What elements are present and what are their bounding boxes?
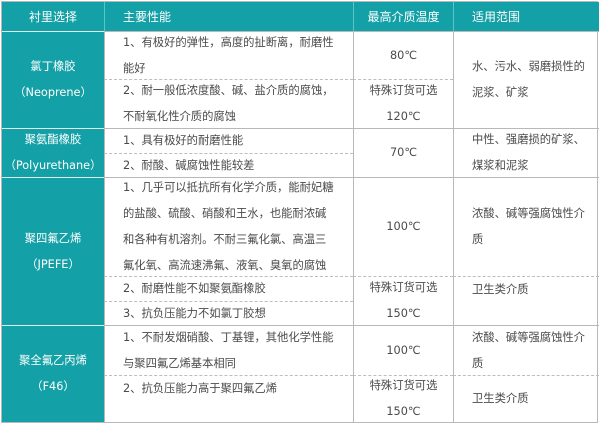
header-text: 衬里选择 — [28, 9, 77, 24]
scope-line: 泥浆、矿浆 — [472, 86, 529, 99]
temp-cell: 特殊订货可选 150℃ — [353, 276, 453, 325]
header-scope: 适用范围 — [453, 2, 599, 31]
property-line: 能好 — [123, 61, 146, 75]
temp-value: 120℃ — [386, 110, 421, 123]
header-text: 适用范围 — [472, 9, 521, 24]
temp-cell: 特殊订货可选 120℃ — [353, 79, 453, 128]
scope-line: 煤浆和泥浆 — [472, 159, 529, 172]
scope-line: 浓酸、碱等强腐蚀性介 — [472, 207, 585, 220]
lining-name: 氯丁橡胶 — [30, 60, 76, 73]
lining-name: 聚四氟乙烯 — [24, 231, 82, 245]
header-lining: 衬里选择 — [2, 2, 104, 31]
temp-note: 特殊订货可选 — [369, 379, 438, 392]
scope-line: 质 — [472, 233, 484, 246]
temp-note: 特殊订货可选 — [369, 84, 438, 97]
property-cell: 1、几乎可以抵抗所有化学介质，能耐妃糖 的盐酸、硫酸、硝酸和王水，也能耐浓碱 和各种… — [104, 177, 353, 276]
property-line: 的盐酸、硫酸、硝酸和王水，也能耐浓碱 — [123, 207, 327, 220]
property-line: 2、耐一般低浓度酸、碱、盐介质的腐蚀， — [123, 84, 334, 97]
lining-polyurethane: 聚氨酯橡胶 （Polyurethane） — [2, 128, 104, 177]
lining-code: （Polyurethane） — [4, 159, 102, 172]
temp-value: 70℃ — [389, 146, 418, 159]
temp-note: 特殊订货可选 — [369, 281, 438, 294]
scope-line: 卫生类介质 — [472, 392, 529, 405]
temp-cell: 80℃ — [353, 31, 453, 79]
header-text: 主要性能 — [123, 9, 172, 24]
temp-cell: 100℃ — [353, 325, 453, 375]
property-cell: 2、抗负压能力高于聚四氟乙烯 — [104, 375, 353, 422]
property-cell: 1、有极好的弹性，高度的扯断离，耐磨性 能好 — [104, 31, 353, 79]
lining-name: 聚氨酯橡胶 — [24, 133, 82, 146]
temp-value: 150℃ — [386, 405, 421, 418]
lining-f46: 聚全氟乙丙烯 （F46） — [2, 325, 104, 422]
scope-cell: 卫生类介质 — [453, 375, 599, 422]
property-cell: 1、不耐发烟硝酸、丁基锂，其他化学性能 与聚四氟乙烯基本相同 — [104, 325, 353, 375]
scope-cell: 浓酸、碱等强腐蚀性介质 — [453, 177, 599, 276]
header-text: 最高介质温度 — [367, 9, 440, 24]
scope-cell: 卫生类介质 — [453, 276, 599, 325]
property-cell: 2、耐一般低浓度酸、碱、盐介质的腐蚀， 不耐氧化性介质的腐蚀 — [104, 79, 353, 128]
temp-value: 80℃ — [389, 48, 418, 62]
property-line: 氟化氧、高流速沸氟、液氧、臭氧的腐蚀 — [123, 259, 327, 272]
scope-line: 水、污水、弱磨损性的 — [472, 60, 585, 73]
property-line: 1、具有极好的耐磨性能 — [123, 134, 244, 147]
property-line: 与聚四氟乙烯基本相同 — [123, 356, 236, 370]
scope-cell: 浓酸、碱等强腐蚀性介质 — [453, 325, 599, 375]
scope-line: 质 — [472, 356, 484, 370]
lining-ptfe: 聚四氟乙烯 （JPEFE） — [2, 177, 104, 325]
scope-cell: 水、污水、弱磨损性的 泥浆、矿浆 — [453, 31, 599, 128]
scope-line: 卫生类介质 — [472, 283, 529, 296]
property-cell: 2、耐酸、碱腐蚀性能较差 — [104, 153, 353, 177]
scope-cell: 中性、强磨损的矿浆、 煤浆和泥浆 — [453, 128, 599, 177]
property-line: 1、不耐发烟硝酸、丁基锂，其他化学性能 — [123, 330, 334, 344]
property-cell: 3、抗负压能力不如氯丁胶想 — [104, 301, 353, 325]
header-max-temp: 最高介质温度 — [353, 2, 453, 31]
property-line: 1、几乎可以抵抗所有化学介质，能耐妃糖 — [123, 181, 334, 194]
property-line: 1、有极好的弹性，高度的扯断离，耐磨性 — [123, 35, 334, 49]
header-properties: 主要性能 — [104, 2, 353, 31]
temp-cell: 70℃ — [353, 128, 453, 177]
lining-code: （Neoprene） — [14, 86, 92, 99]
lining-name: 聚全氟乙丙烯 — [19, 354, 87, 367]
scope-line: 中性、强磨损的矿浆、 — [472, 133, 585, 146]
property-line: 2、耐磨性能不如聚氨酯橡胶 — [123, 282, 266, 295]
lining-code: （JPEFE） — [26, 257, 80, 271]
property-line: 不耐氧化性介质的腐蚀 — [123, 110, 236, 123]
property-line: 2、抗负压能力高于聚四氟乙烯 — [123, 382, 278, 395]
lining-neoprene: 氯丁橡胶 （Neoprene） — [2, 31, 104, 128]
temp-value: 150℃ — [386, 307, 421, 320]
property-line: 和各种有机溶剂。不耐三氟化氯、高温三 — [123, 233, 327, 246]
temp-value: 100℃ — [386, 220, 421, 233]
temp-cell: 100℃ — [353, 177, 453, 276]
temp-cell: 特殊订货可选 150℃ — [353, 375, 453, 422]
property-cell: 2、耐磨性能不如聚氨酯橡胶 — [104, 276, 353, 301]
temp-value: 100℃ — [386, 343, 421, 357]
lining-code: （F46） — [31, 380, 75, 393]
property-cell: 1、具有极好的耐磨性能 — [104, 128, 353, 153]
property-line: 2、耐酸、碱腐蚀性能较差 — [123, 158, 255, 172]
property-line: 3、抗负压能力不如氯丁胶想 — [123, 306, 266, 320]
scope-line: 浓酸、碱等强腐蚀性介 — [472, 330, 585, 344]
